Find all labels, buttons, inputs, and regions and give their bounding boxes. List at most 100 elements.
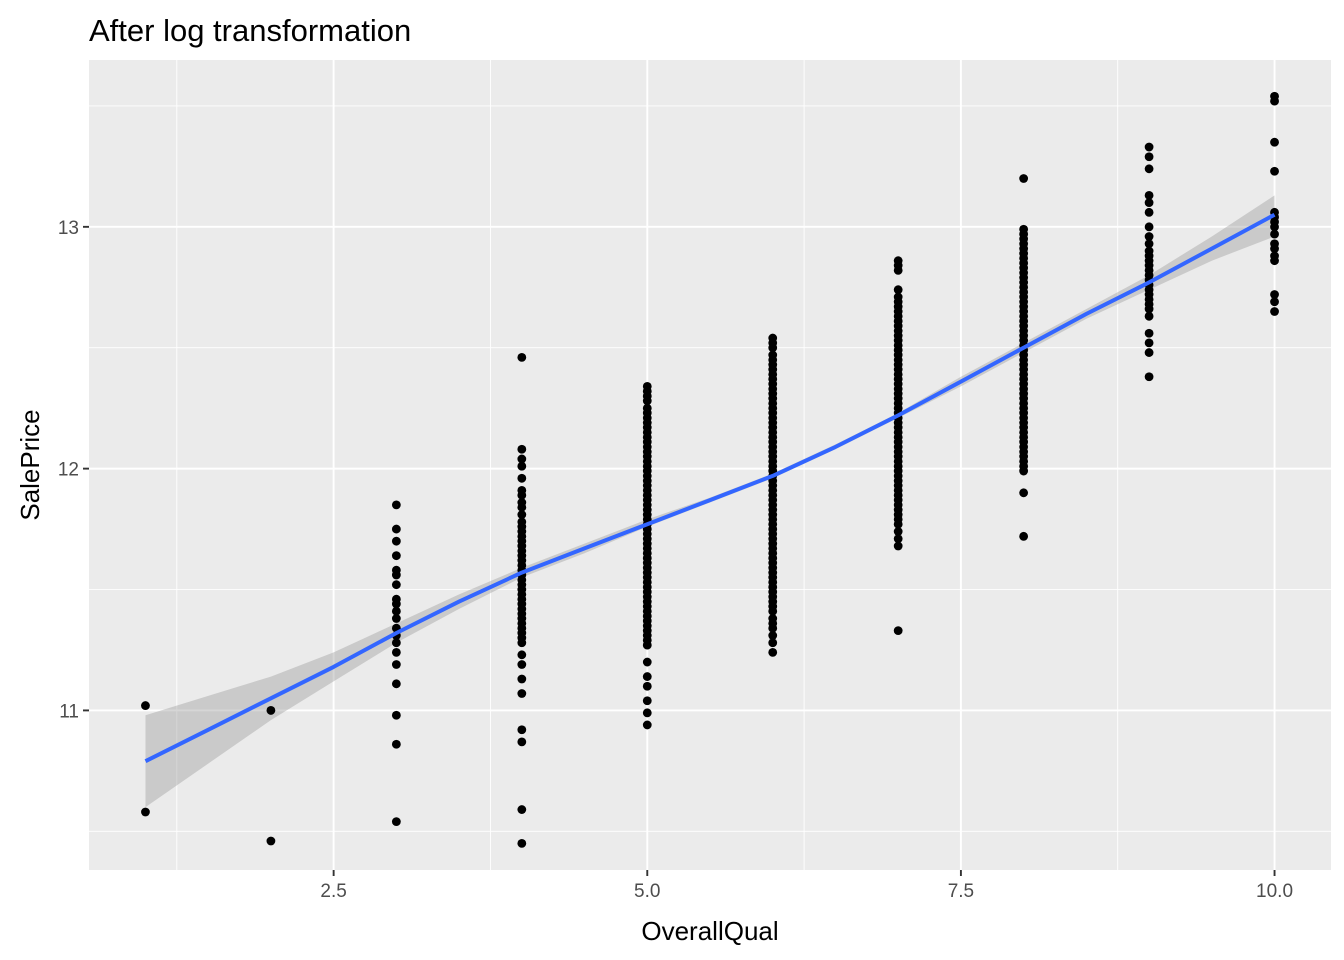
x-tick-label: 5.0 bbox=[634, 881, 660, 902]
data-point bbox=[266, 706, 276, 715]
data-point bbox=[1019, 224, 1029, 234]
data-point bbox=[391, 710, 401, 720]
data-point bbox=[893, 256, 903, 266]
data-point bbox=[517, 510, 527, 519]
data-point bbox=[391, 565, 401, 575]
data-point bbox=[391, 660, 401, 669]
x-axis-title: OverallQual bbox=[641, 916, 778, 946]
chart-title: After log transformation bbox=[89, 13, 411, 48]
data-point bbox=[1144, 164, 1154, 174]
data-point bbox=[1270, 251, 1279, 261]
data-point bbox=[893, 292, 903, 302]
data-point bbox=[642, 696, 652, 706]
data-point bbox=[642, 403, 652, 413]
data-point bbox=[391, 679, 401, 689]
y-tick-label: 11 bbox=[59, 701, 79, 722]
data-point bbox=[1019, 488, 1029, 498]
data-point bbox=[642, 720, 652, 730]
x-tick-label: 10.0 bbox=[1256, 881, 1293, 902]
y-tick-label: 12 bbox=[58, 460, 79, 481]
trend-line-layer bbox=[144, 212, 1276, 763]
data-point bbox=[768, 647, 778, 657]
data-point bbox=[1270, 229, 1279, 239]
data-point bbox=[1144, 372, 1154, 382]
data-point bbox=[391, 817, 401, 827]
data-point bbox=[1144, 311, 1154, 321]
data-point bbox=[1144, 246, 1154, 256]
x-axis: 2.5 5.0 7.5 10.0 bbox=[320, 870, 1293, 902]
data-point bbox=[391, 594, 401, 604]
data-point bbox=[642, 382, 652, 391]
x-tick-label: 7.5 bbox=[948, 881, 974, 902]
data-point bbox=[893, 285, 903, 295]
data-point bbox=[517, 485, 527, 495]
x-tick-label: 2.5 bbox=[320, 881, 346, 902]
data-point bbox=[642, 657, 652, 667]
y-tick-label: 13 bbox=[58, 218, 79, 239]
data-point bbox=[517, 444, 527, 454]
data-point bbox=[1144, 198, 1154, 208]
data-point bbox=[391, 739, 401, 749]
data-point bbox=[517, 461, 527, 471]
y-axis: 11 12 13 bbox=[58, 218, 89, 722]
data-point bbox=[1270, 297, 1279, 307]
data-point bbox=[517, 650, 527, 660]
data-point bbox=[768, 350, 778, 360]
y-axis-title: SalePrice bbox=[15, 409, 45, 520]
data-point bbox=[768, 614, 778, 623]
data-point bbox=[1270, 91, 1279, 101]
data-point bbox=[517, 473, 527, 483]
data-point bbox=[517, 737, 527, 747]
data-point bbox=[517, 689, 527, 698]
data-point bbox=[768, 333, 778, 343]
data-point bbox=[1270, 307, 1279, 316]
trend-line bbox=[144, 212, 1276, 763]
minor-gridlines bbox=[89, 60, 1331, 870]
data-point bbox=[1144, 328, 1154, 338]
data-point bbox=[517, 805, 527, 814]
data-point bbox=[391, 536, 401, 546]
data-point bbox=[642, 681, 652, 691]
data-point bbox=[266, 836, 276, 846]
data-point bbox=[391, 614, 401, 623]
data-point bbox=[1144, 207, 1154, 217]
data-point bbox=[391, 500, 401, 510]
data-point bbox=[391, 524, 401, 534]
data-point bbox=[1270, 290, 1279, 299]
data-point bbox=[893, 541, 903, 551]
data-point bbox=[517, 517, 527, 527]
major-gridlines bbox=[89, 60, 1331, 870]
data-point bbox=[642, 708, 652, 718]
data-point bbox=[1144, 239, 1154, 249]
data-point bbox=[391, 606, 401, 616]
data-point bbox=[1144, 152, 1154, 162]
data-point bbox=[517, 660, 527, 669]
data-point bbox=[141, 807, 150, 817]
data-point bbox=[517, 454, 527, 464]
plot-panel bbox=[89, 60, 1331, 870]
data-point bbox=[1144, 142, 1154, 152]
data-point bbox=[517, 725, 527, 735]
data-point bbox=[391, 551, 401, 561]
data-point bbox=[1270, 166, 1279, 176]
data-point bbox=[517, 353, 527, 362]
data-point bbox=[1144, 191, 1154, 200]
data-point bbox=[893, 534, 903, 544]
data-point bbox=[1144, 232, 1154, 241]
data-point bbox=[391, 580, 401, 590]
data-point bbox=[893, 527, 903, 536]
data-point bbox=[391, 638, 401, 648]
data-point bbox=[1270, 137, 1279, 147]
data-point bbox=[1019, 174, 1029, 183]
data-point bbox=[141, 701, 150, 710]
data-point bbox=[893, 626, 903, 636]
data-point bbox=[768, 631, 778, 640]
data-point bbox=[1144, 348, 1154, 357]
data-point bbox=[517, 674, 527, 684]
data-point bbox=[1144, 222, 1154, 232]
data-point bbox=[768, 638, 778, 648]
data-point bbox=[1144, 338, 1154, 348]
data-point bbox=[391, 647, 401, 657]
